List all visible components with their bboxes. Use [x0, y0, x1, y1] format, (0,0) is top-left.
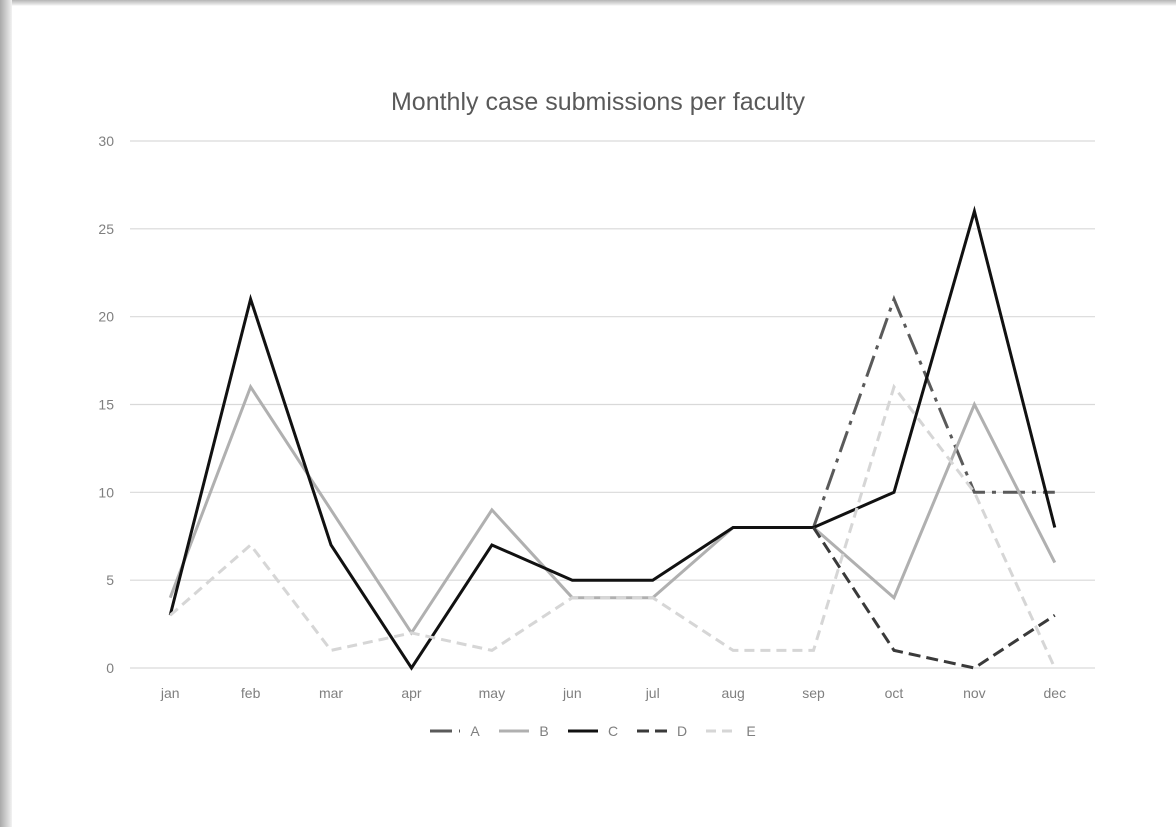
x-tick-label-jan: jan	[160, 685, 180, 701]
legend-label-a: A	[470, 723, 480, 739]
x-tick-label-sep: sep	[802, 685, 825, 701]
chart-title: Monthly case submissions per faculty	[391, 88, 806, 116]
y-axis-ticks: 0 5 10 15 20 25 30	[98, 133, 114, 676]
x-tick-label-jun: jun	[562, 685, 582, 701]
series-line-e	[169, 383, 1057, 669]
x-tick-label-may: may	[479, 685, 505, 701]
page-top-edge	[0, 0, 1176, 6]
legend-label-b: B	[539, 723, 548, 739]
series-line-d	[812, 526, 1056, 670]
legend-label-c: C	[608, 723, 618, 739]
x-tick-label-feb: feb	[241, 685, 261, 701]
page-left-edge	[0, 0, 12, 827]
x-tick-label-dec: dec	[1044, 685, 1067, 701]
y-tick-label-10: 10	[98, 484, 114, 500]
gridlines	[130, 140, 1095, 669]
legend-label-d: D	[677, 723, 687, 739]
series-lines	[168, 205, 1057, 671]
x-tick-label-oct: oct	[885, 685, 904, 701]
x-tick-label-mar: mar	[319, 685, 343, 701]
x-tick-label-nov: nov	[963, 685, 986, 701]
series-line-b	[168, 383, 1057, 636]
legend-label-e: E	[746, 723, 755, 739]
y-tick-label-30: 30	[98, 133, 114, 149]
y-tick-label-20: 20	[98, 309, 114, 325]
series-line-c	[168, 205, 1057, 671]
x-tick-label-aug: aug	[721, 685, 744, 701]
series-line-a	[812, 294, 1055, 528]
x-tick-label-jul: jul	[645, 685, 660, 701]
x-axis-ticks: jan feb mar apr may jun jul aug sep oct nov dec	[160, 685, 1066, 701]
y-tick-label-5: 5	[106, 572, 114, 588]
x-tick-label-apr: apr	[401, 685, 422, 701]
y-tick-label-25: 25	[98, 221, 114, 237]
y-tick-label-0: 0	[106, 660, 114, 676]
legend: A B C D E	[430, 723, 756, 739]
y-tick-label-15: 15	[98, 397, 114, 413]
